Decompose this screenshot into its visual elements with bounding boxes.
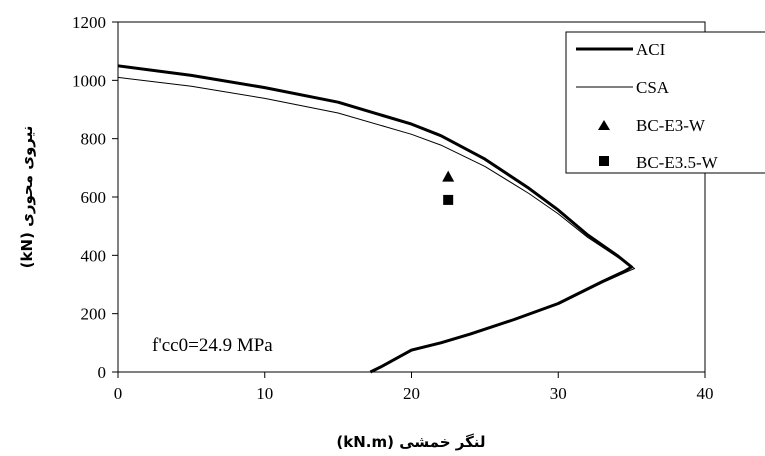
series-line-aci [117, 64, 634, 374]
data-point-bc-e3-w [442, 170, 455, 182]
y-tick-label: 200 [81, 305, 107, 324]
legend-label-aci: ACI [636, 40, 666, 59]
legend-label-csa: CSA [636, 78, 670, 97]
y-tick-label: 600 [81, 188, 107, 207]
x-tick-label: 30 [550, 384, 567, 403]
y-axis-title: نیروی محوری (kN) [18, 126, 36, 269]
legend-marker-square [599, 156, 609, 166]
x-axis-title: لنگر خمشی (kN.m) [336, 433, 485, 451]
legend: ACI CSA BC-E3-W BC-E3.5-W [565, 31, 765, 174]
y-tick-label: 1200 [72, 13, 106, 32]
y-tick-label: 0 [98, 363, 107, 382]
x-tick-label: 10 [256, 384, 273, 403]
legend-marker-triangle [598, 120, 610, 130]
x-tick-label: 40 [697, 384, 714, 403]
legend-box [565, 31, 765, 174]
series-line-csa [117, 76, 636, 373]
legend-label-bc-e3-w: BC-E3-W [636, 116, 706, 135]
legend-label-bc-e3-5-w: BC-E3.5-W [636, 153, 719, 172]
x-tick-label: 20 [403, 384, 420, 403]
y-tick-label: 800 [81, 130, 107, 149]
x-tick-label: 0 [114, 384, 123, 403]
y-tick-label: 1000 [72, 71, 106, 90]
data-point-bc-e3-5-w [443, 194, 454, 205]
chart-annotation: f'cc0=24.9 MPa [152, 335, 273, 356]
series-layer [117, 64, 636, 374]
y-tick-label: 400 [81, 246, 107, 265]
